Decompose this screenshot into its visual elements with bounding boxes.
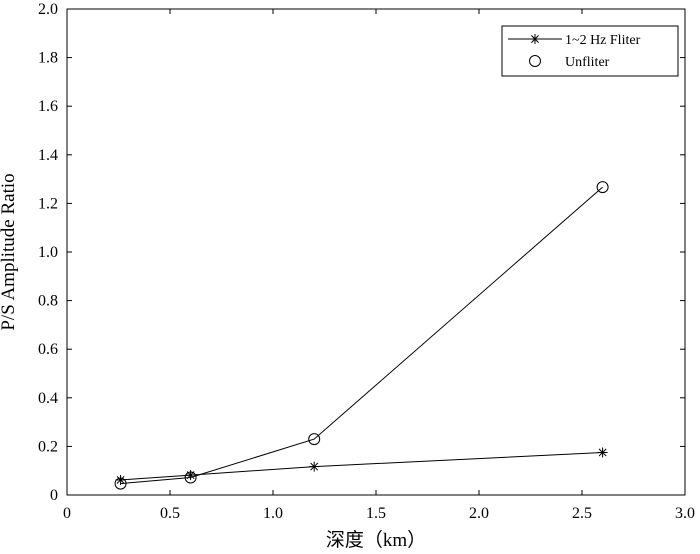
legend: 1~2 Hz Fliter Unfliter: [501, 25, 679, 77]
asterisk-stroke: [531, 35, 539, 43]
x-axis-ticks: 0 0.5 1.0 1.5 2.0 2.5 3.0: [63, 9, 695, 522]
x-tick-label: 0: [63, 505, 71, 522]
y-tick-label: 0.6: [38, 341, 58, 358]
plot-frame: [66, 8, 686, 496]
legend-label: Unfliter: [565, 55, 610, 70]
x-tick-label: 2.0: [469, 505, 489, 522]
y-tick-label: 1.0: [38, 244, 58, 261]
series-line: [120, 452, 603, 481]
series-0: [115, 447, 608, 485]
data-point-asterisk: [115, 474, 126, 485]
data-point-asterisk: [597, 447, 608, 458]
legend-entry: 1~2 Hz Fliter: [508, 33, 641, 48]
asterisk-stroke: [310, 462, 319, 471]
y-axis-label: P/S Amplitude Ratio: [0, 173, 19, 330]
data-point-circle: [184, 471, 197, 484]
x-tick-label: 0.5: [160, 505, 180, 522]
series-layer: [114, 181, 609, 490]
y-tick-label: 1.2: [38, 195, 58, 212]
data-point-asterisk: [309, 461, 320, 472]
x-tick-label: 1.0: [263, 505, 283, 522]
y-tick-label: 1.8: [38, 50, 58, 67]
legend-marker-circle: [529, 55, 541, 67]
plot-border: [66, 8, 686, 496]
x-tick-label: 2.5: [572, 505, 592, 522]
y-axis-ticks: 0 0.2 0.4 0.6 0.8 1.0 1.2 1.4 1.6 1.8 2.0: [38, 1, 685, 504]
data-point-circle: [596, 181, 609, 194]
legend-label: 1~2 Hz Fliter: [565, 33, 641, 48]
series-1: [114, 181, 609, 490]
data-point-circle: [114, 477, 127, 490]
asterisk-stroke: [116, 475, 125, 484]
y-tick-label: 1.4: [38, 147, 58, 164]
legend-box: [501, 25, 679, 77]
y-tick-label: 0.8: [38, 293, 58, 310]
y-tick-label: 0.2: [38, 438, 58, 455]
y-tick-label: 1.6: [38, 98, 58, 115]
legend-marker-asterisk: [530, 34, 540, 44]
series-line: [120, 186, 603, 485]
y-tick-label: 0.4: [38, 390, 58, 407]
y-tick-label: 2.0: [38, 1, 58, 18]
legend-entry: Unfliter: [529, 55, 610, 70]
y-tick-label: 0: [50, 487, 58, 504]
x-tick-label: 1.5: [366, 505, 386, 522]
data-point-circle: [308, 433, 321, 446]
asterisk-stroke: [598, 448, 607, 457]
x-tick-label: 3.0: [675, 505, 695, 522]
x-axis-label: 深度（km）: [326, 529, 426, 551]
